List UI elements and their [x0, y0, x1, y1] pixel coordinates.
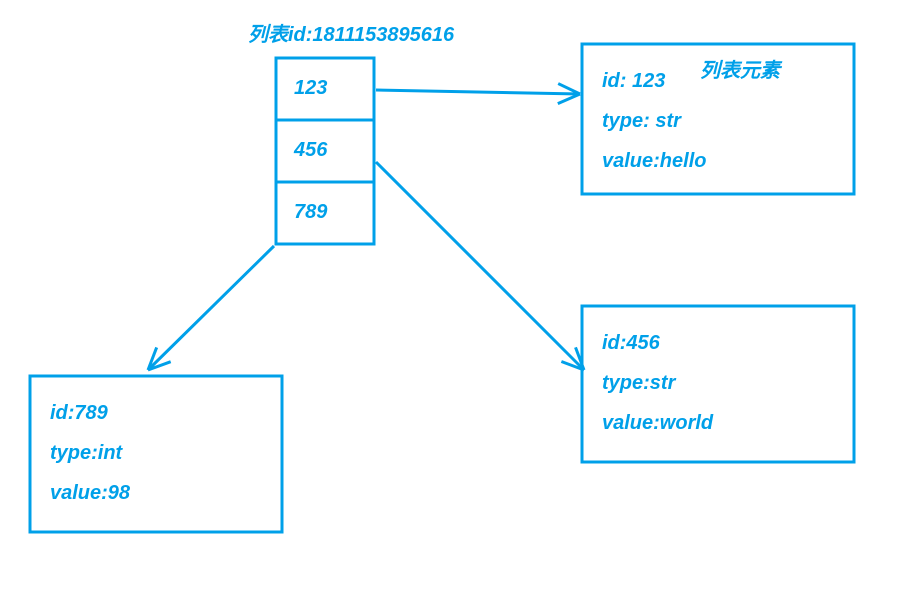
arrow-123 [376, 90, 580, 94]
node-123-line-2: value:hello [602, 150, 706, 173]
node-789-line-1: type:int [50, 442, 122, 465]
node-456-line-1: type:str [602, 372, 675, 395]
arrow-789 [148, 246, 274, 370]
arrow-123-head1 [558, 94, 580, 104]
node-123-line-1: type: str [602, 110, 681, 133]
node-123-line-0: id: 123 [602, 70, 665, 93]
node-789-line-2: value:98 [50, 482, 130, 505]
node-789-line-0: id:789 [50, 402, 108, 425]
list-cell-value-1: 456 [294, 139, 327, 162]
list-cell-value-0: 123 [294, 77, 327, 100]
list-element-label: 列表元素 [700, 54, 780, 83]
arrow-456 [376, 162, 584, 370]
diagram-svg [0, 0, 917, 596]
list-cell-value-2: 789 [294, 201, 327, 224]
list-id-title: 列表id:1811153895616 [248, 18, 454, 47]
node-456-line-0: id:456 [602, 332, 660, 355]
node-456-line-2: value:world [602, 412, 713, 435]
